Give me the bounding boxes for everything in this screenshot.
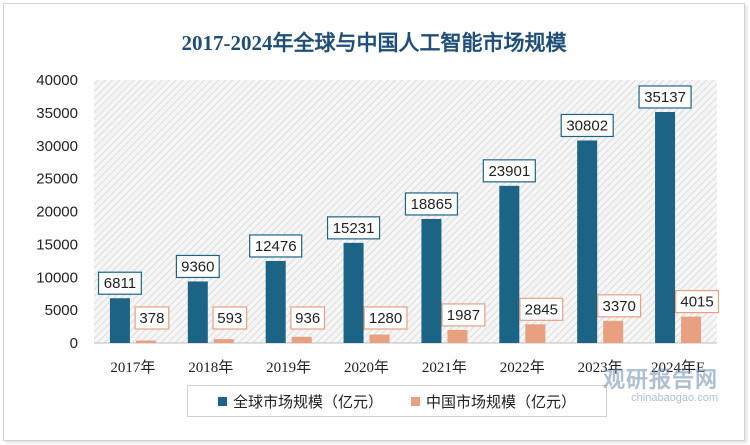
y-tick-label: 5000 [45, 302, 78, 319]
data-label-global: 9360 [181, 258, 214, 275]
data-label-box-global [249, 234, 303, 258]
x-tick-label: 2018年 [188, 359, 233, 376]
y-tick-label: 25000 [36, 171, 78, 188]
bar-china [369, 334, 390, 343]
legend-swatch-global [217, 396, 227, 406]
bar-china [681, 316, 702, 343]
data-label-box-china [441, 303, 486, 327]
data-label-china: 4015 [680, 294, 713, 311]
y-tick-label: 20000 [36, 204, 78, 221]
y-tick-label: 10000 [36, 269, 78, 286]
chart-frame: 2017-2024年全球与中国人工智能市场规模 0 5000 10000 15000 2… [3, 3, 745, 441]
legend: 全球市场规模（亿元） 中国市场规模（亿元） [187, 385, 607, 417]
bar-global [343, 242, 364, 343]
data-label-box-china [519, 297, 564, 321]
legend-item-global: 全球市场规模（亿元） [217, 391, 383, 412]
data-label-china: 1280 [369, 310, 402, 327]
data-label-global: 12476 [255, 238, 297, 255]
data-label-box-china [363, 306, 408, 330]
data-label-global: 30802 [566, 117, 608, 134]
data-label-china: 2845 [525, 301, 558, 318]
data-label-box-global [326, 216, 381, 240]
y-tick-label: 30000 [36, 138, 78, 155]
bar-global [421, 218, 442, 343]
data-label-box-global [97, 271, 142, 295]
bar-global [499, 185, 520, 343]
data-label-box-china [134, 306, 170, 330]
watermark: 观研报告网 chinabaogao.com [603, 362, 718, 404]
data-label-box-global [404, 192, 459, 216]
legend-item-china: 中国市场规模（亿元） [411, 391, 576, 412]
x-tick-label: 2022年 [500, 359, 545, 376]
x-axis: 2017年 2018年 2019年 2020年 2021年 2022年 2023年 2024年… [94, 342, 717, 376]
data-labels: 6811 9360 12476 15231 18865 23901 30802 35137 37… [97, 85, 720, 330]
data-label-china: 593 [217, 310, 242, 327]
y-axis: 0 5000 10000 15000 20000 25000 30000 35000 40000 [36, 72, 78, 352]
data-label-box-china [212, 306, 248, 330]
data-label-box-china [597, 294, 642, 318]
bar-china [525, 324, 546, 343]
bar-china [213, 339, 234, 343]
data-label-china: 1987 [447, 307, 480, 324]
data-label-china: 936 [295, 310, 320, 327]
y-tick-label: 35000 [36, 105, 78, 122]
data-label-box-china [290, 306, 326, 330]
bar-china [447, 329, 468, 343]
data-label-global: 15231 [333, 220, 375, 237]
data-label-box-global [560, 113, 614, 138]
y-tick-label: 40000 [36, 72, 78, 89]
watermark-logo: 观研报告网 [602, 367, 718, 392]
x-tick-label: 2017年 [110, 359, 155, 376]
data-label-box-global [175, 254, 220, 279]
x-tick-label: 2020年 [344, 359, 389, 376]
bar-global [187, 281, 208, 343]
data-label-box-global [638, 85, 692, 109]
y-tick-label: 0 [70, 335, 78, 352]
data-label-box-global [482, 159, 536, 183]
bar-china [603, 320, 624, 343]
watermark-url: chinabaogao.com [631, 392, 718, 404]
y-tick-label: 15000 [36, 236, 78, 253]
bar-china [291, 336, 312, 343]
data-label-china: 3370 [603, 298, 636, 315]
bar-chart: 0 5000 10000 15000 20000 25000 30000 35000 40000… [36, 72, 720, 376]
x-tick-label: 2021年 [422, 359, 467, 376]
data-label-global: 18865 [411, 196, 453, 213]
x-tick-label: 2023年 [578, 359, 623, 376]
bar-global [577, 140, 598, 343]
data-label-china: 378 [139, 310, 164, 327]
bar-china [135, 340, 156, 343]
data-label-global: 23901 [488, 163, 530, 180]
legend-label-global: 全球市场规模（亿元） [232, 393, 383, 411]
bar-global [655, 111, 676, 343]
x-tick-label: 2024年E [651, 359, 705, 376]
bar-global [265, 260, 286, 343]
x-tick-label: 2019年 [266, 359, 311, 376]
bar-global [109, 298, 130, 343]
data-label-box-china [675, 290, 720, 314]
legend-swatch-china [411, 396, 420, 406]
legend-label-china: 中国市场规模（亿元） [426, 393, 577, 411]
data-label-global: 6811 [104, 275, 136, 292]
data-label-global: 35137 [644, 89, 686, 106]
bars [109, 111, 702, 343]
chart-title: 2017-2024年全球与中国人工智能市场规模 [181, 31, 567, 55]
